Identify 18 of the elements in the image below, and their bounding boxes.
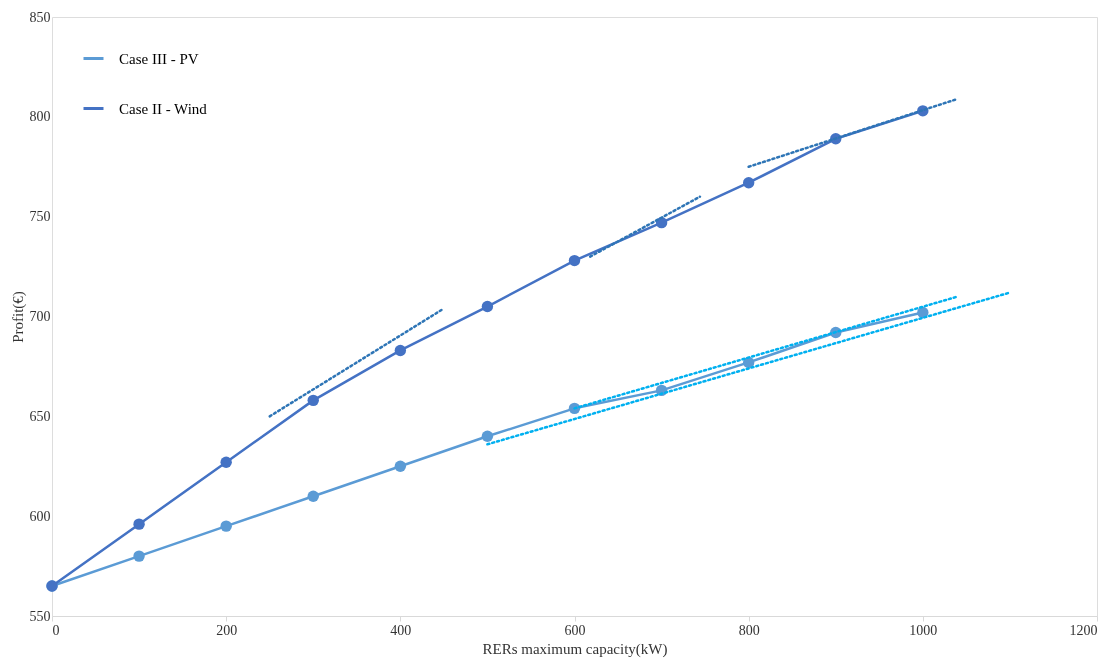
x-tick-label: 0 (52, 622, 60, 638)
legend-label: Case II - Wind (119, 100, 208, 117)
x-axis-title: RERs maximum capacity(kW) (482, 640, 668, 658)
x-tick-label: 600 (564, 622, 586, 638)
x-tick-label: 1200 (1069, 622, 1098, 638)
x-tick-label: 800 (738, 622, 760, 638)
y-tick-label: 800 (29, 109, 51, 125)
y-axis-title: Profit(€) (9, 291, 27, 343)
x-tick-label: 200 (216, 622, 238, 638)
y-tick-label: 600 (29, 508, 51, 524)
x-tick-label: 1000 (909, 622, 938, 638)
x-tick-label: 400 (390, 622, 412, 638)
legend-label: Case III - PV (119, 50, 199, 67)
y-tick-label: 700 (29, 309, 51, 324)
y-tick-label: 850 (29, 9, 51, 25)
y-tick-label: 650 (29, 408, 51, 424)
y-tick-label: 550 (29, 608, 51, 624)
y-tick-label: 750 (29, 209, 51, 225)
